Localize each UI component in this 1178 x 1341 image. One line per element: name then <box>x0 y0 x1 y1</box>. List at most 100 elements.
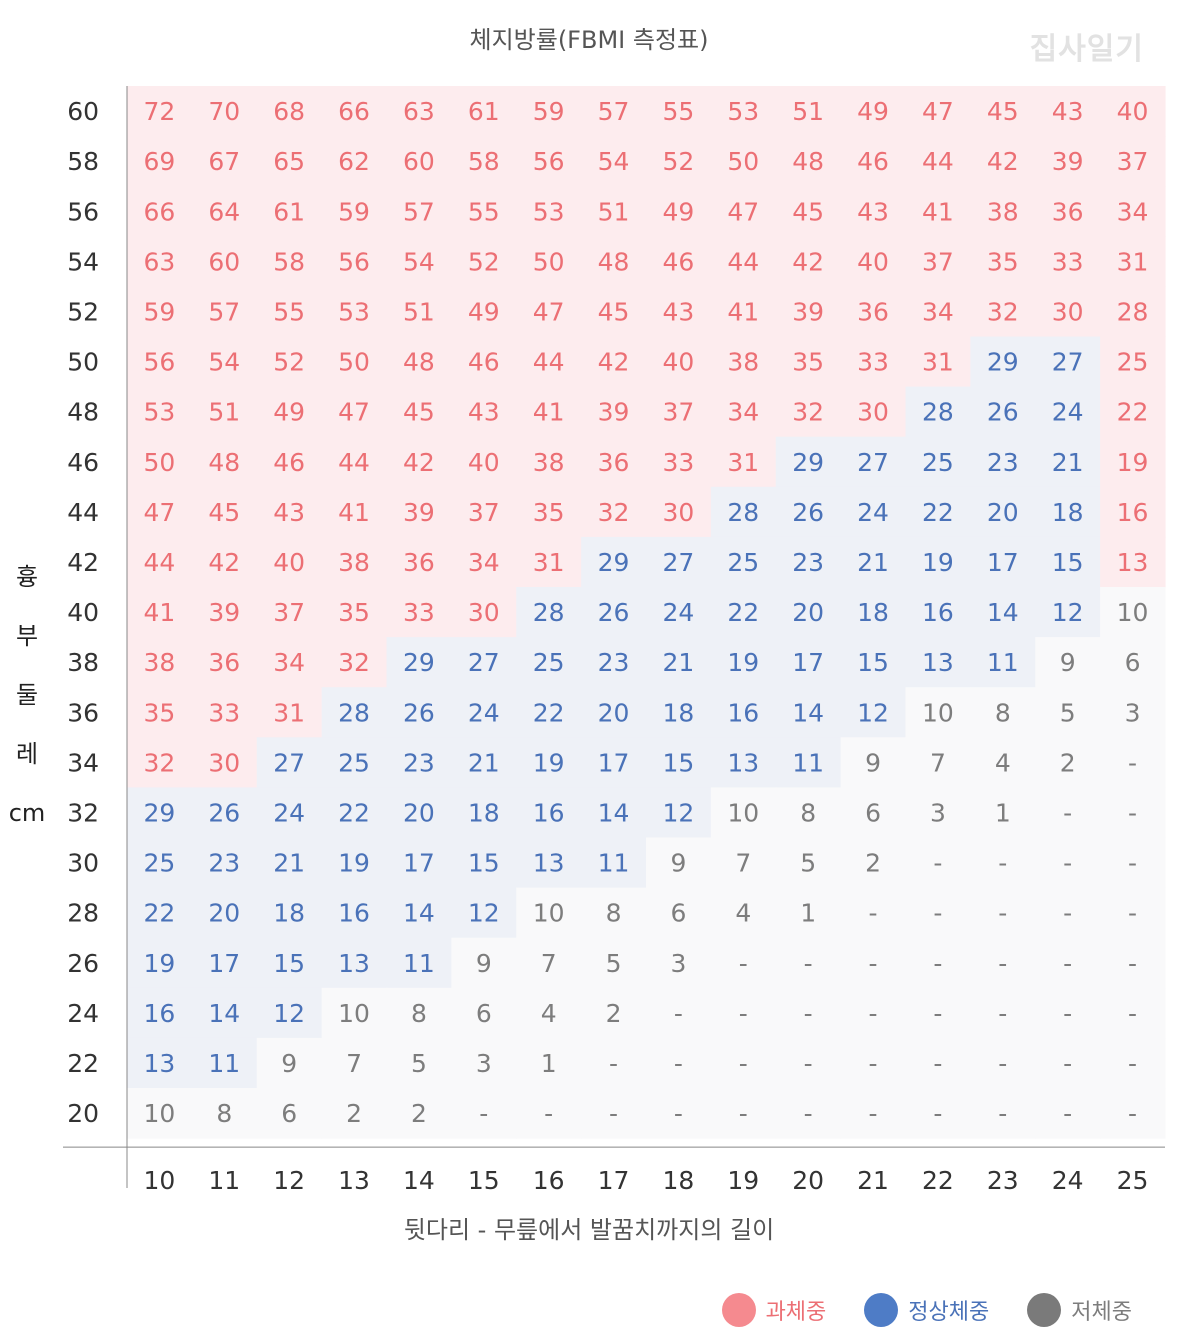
cell-value: 49 <box>468 297 500 326</box>
cell-value: 42 <box>987 147 1019 176</box>
cell-bg-underweight <box>1035 837 1101 889</box>
cell-bg-normal <box>127 1037 193 1089</box>
cell-value: 50 <box>533 247 565 276</box>
cell-bg-overweight <box>775 186 842 237</box>
cell-bg-underweight <box>1100 987 1166 1039</box>
cell-value: 55 <box>273 297 305 326</box>
cell-bg-normal <box>970 336 1036 388</box>
cell-bg-overweight <box>127 136 193 187</box>
cell-bg-underweight <box>1100 787 1166 839</box>
cell-value: - <box>869 1049 878 1078</box>
cell-value: 8 <box>411 999 427 1028</box>
x-tick-label: 25 <box>1117 1166 1149 1195</box>
y-tick-label: 28 <box>67 899 99 928</box>
cell-bg-overweight <box>191 637 258 688</box>
cell-bg-overweight <box>970 286 1036 338</box>
legend-item-overweight: 과체중 <box>721 1293 826 1327</box>
cell-bg-overweight <box>127 687 193 738</box>
cell-bg-overweight <box>451 236 517 287</box>
cell-value: 52 <box>468 247 500 276</box>
cell-value: 41 <box>727 297 759 326</box>
cell-value: 13 <box>338 949 370 978</box>
cell-value: 5 <box>606 949 622 978</box>
cell-bg-normal <box>581 687 647 738</box>
cell-bg-overweight <box>127 386 193 438</box>
cell-bg-overweight <box>191 386 258 438</box>
cell-value: 26 <box>403 698 435 727</box>
cell-value: - <box>869 999 878 1028</box>
cell-value: 36 <box>403 548 435 577</box>
cell-value: 12 <box>1052 598 1084 627</box>
cell-value: - <box>1128 899 1137 928</box>
cell-bg-underweight <box>1100 1037 1166 1089</box>
cell-bg-normal <box>840 436 907 488</box>
cell-value: - <box>1128 949 1137 978</box>
cell-bg-normal <box>321 737 388 788</box>
cell-value: 3 <box>930 798 946 827</box>
cell-value: 38 <box>987 197 1019 226</box>
cell-value: 35 <box>792 348 824 377</box>
cell-bg-normal <box>581 637 647 688</box>
cell-value: - <box>739 999 748 1028</box>
cell-value: 47 <box>338 398 370 427</box>
cell-value: 39 <box>208 598 240 627</box>
cell-value: 42 <box>792 247 824 276</box>
cell-bg-normal <box>256 787 323 839</box>
cell-value: 10 <box>922 698 954 727</box>
cell-bg-overweight <box>516 136 582 187</box>
cell-value: 70 <box>208 97 240 126</box>
cell-bg-overweight <box>321 336 388 388</box>
cell-bg-overweight <box>710 236 777 287</box>
cell-value: 48 <box>403 348 435 377</box>
y-tick-label: 26 <box>67 949 99 978</box>
cell-value: 16 <box>1117 498 1149 527</box>
cell-bg-underweight <box>127 1088 193 1139</box>
cell-bg-normal <box>970 486 1036 538</box>
cell-bg-normal <box>1035 386 1101 438</box>
cell-bg-normal <box>386 887 452 939</box>
cell-bg-overweight <box>970 136 1036 187</box>
cell-bg-underweight <box>710 1037 777 1089</box>
cell-bg-overweight <box>451 186 517 237</box>
cell-bg-underweight <box>840 937 907 989</box>
cell-value: 34 <box>922 297 954 326</box>
cell-bg-overweight <box>1035 136 1101 187</box>
x-tick-label: 24 <box>1052 1166 1084 1195</box>
cell-bg-underweight <box>646 1088 712 1139</box>
cell-bg-overweight <box>581 336 647 388</box>
cell-bg-normal <box>191 787 258 839</box>
cell-bg-underweight <box>516 887 582 939</box>
cell-bg-normal <box>256 887 323 939</box>
cell-bg-normal <box>710 486 777 538</box>
fbmi-table-chart: 6058565452504846444240383634323028262422… <box>63 86 1166 1195</box>
cell-bg-overweight <box>451 587 517 638</box>
cell-value: 45 <box>598 297 630 326</box>
cell-bg-underweight <box>840 1037 907 1089</box>
cell-value: 24 <box>663 598 695 627</box>
cell-value: 34 <box>273 648 305 677</box>
cell-value: 30 <box>208 748 240 777</box>
cell-value: 24 <box>468 698 500 727</box>
cell-bg-overweight <box>191 737 258 788</box>
cell-value: - <box>933 899 942 928</box>
cell-value: 19 <box>922 548 954 577</box>
cell-value: 65 <box>273 147 305 176</box>
cell-value: 43 <box>1052 97 1084 126</box>
cell-value: 56 <box>338 247 370 276</box>
cell-value: 1 <box>541 1049 557 1078</box>
cell-value: - <box>609 1099 618 1128</box>
cell-value: 4 <box>995 748 1011 777</box>
cell-value: 33 <box>208 698 240 727</box>
cell-value: 20 <box>598 698 630 727</box>
cell-bg-overweight <box>386 336 452 388</box>
cell-value: 35 <box>987 247 1019 276</box>
y-tick-label: 50 <box>67 348 99 377</box>
cell-value: 33 <box>663 448 695 477</box>
cell-bg-normal <box>1035 536 1101 588</box>
cell-value: 42 <box>598 348 630 377</box>
cell-bg-normal <box>710 587 777 638</box>
legend: 과체중 정상체중 저체중 <box>721 1290 1132 1330</box>
cell-bg-overweight <box>191 236 258 287</box>
cell-bg-underweight <box>710 937 777 989</box>
cell-bg-normal <box>516 587 582 638</box>
